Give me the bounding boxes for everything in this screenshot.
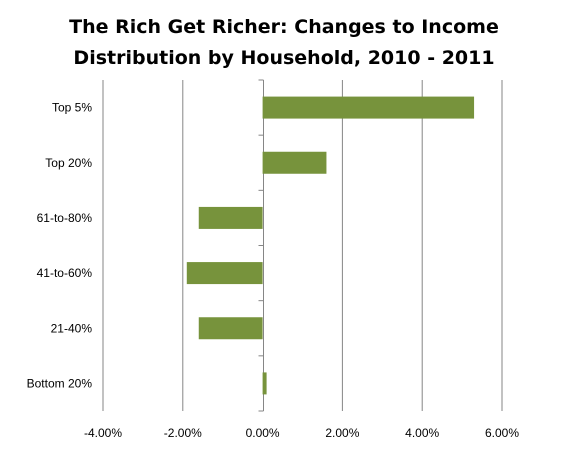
x-tick-label: 0.00% bbox=[246, 426, 280, 440]
bar-41-to-60- bbox=[186, 262, 263, 285]
bar-61-to-80- bbox=[198, 206, 263, 229]
category-label: 61-to-80% bbox=[37, 211, 93, 225]
bars bbox=[186, 96, 475, 395]
x-tick-label: -4.00% bbox=[84, 426, 122, 440]
chart-title-line-2: Distribution by Household, 2010 - 2011 bbox=[73, 47, 494, 69]
bar-top-5- bbox=[262, 96, 475, 119]
category-label: 41-to-60% bbox=[37, 266, 93, 280]
x-tick-label: -2.00% bbox=[164, 426, 202, 440]
gridlines bbox=[102, 80, 503, 411]
category-label: 21-40% bbox=[51, 321, 93, 335]
bar-bottom-20- bbox=[262, 372, 267, 395]
bar-21-40- bbox=[198, 317, 263, 340]
category-labels: Top 5% Top 20% 61-to-80% 41-to-60% 21-40% Bot… bbox=[27, 101, 93, 391]
x-tick-label: 4.00% bbox=[405, 426, 439, 440]
x-tick-label: 6.00% bbox=[485, 426, 519, 440]
category-label: Top 5% bbox=[52, 101, 92, 115]
bar-top-20- bbox=[262, 151, 327, 174]
chart-title-line-1: The Rich Get Richer: Changes to Income bbox=[69, 16, 499, 38]
value-tick-labels: -4.00% -2.00% 0.00% 2.00% 4.00% 6.00% bbox=[84, 426, 519, 440]
chart-title: The Rich Get Richer: Changes to Income D… bbox=[69, 16, 499, 69]
category-label: Top 20% bbox=[45, 156, 92, 170]
category-label: Bottom 20% bbox=[27, 376, 93, 390]
category-axis bbox=[258, 79, 264, 412]
x-tick-label: 2.00% bbox=[325, 426, 359, 440]
